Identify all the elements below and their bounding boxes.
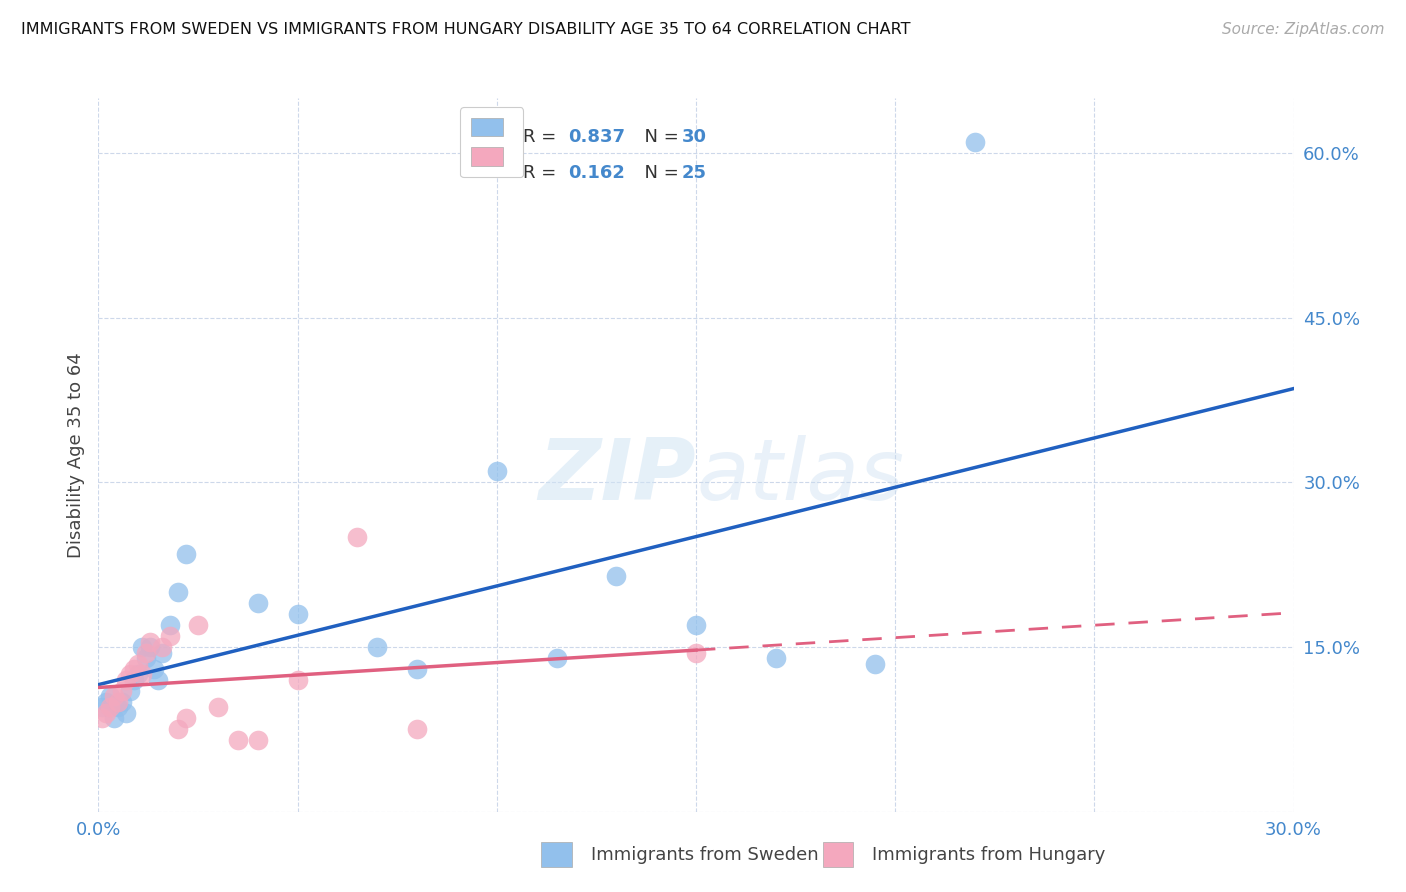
Point — [91, 700, 114, 714]
Point — [103, 690, 125, 704]
Point — [115, 706, 138, 720]
Text: 0.162: 0.162 — [568, 164, 626, 182]
Text: Immigrants from Sweden: Immigrants from Sweden — [591, 846, 818, 863]
Point — [685, 618, 707, 632]
Point — [139, 640, 162, 654]
Y-axis label: Disability Age 35 to 64: Disability Age 35 to 64 — [66, 352, 84, 558]
Point — [131, 640, 153, 654]
Point — [139, 634, 162, 648]
Point — [287, 607, 309, 621]
Point — [174, 547, 197, 561]
Point — [127, 667, 149, 681]
Point — [135, 651, 157, 665]
Text: 0.837: 0.837 — [568, 128, 626, 146]
Point — [111, 695, 134, 709]
Point — [207, 700, 229, 714]
Text: 30: 30 — [682, 128, 707, 146]
Point — [765, 651, 787, 665]
Point — [150, 640, 173, 654]
Point — [150, 646, 173, 660]
Text: N =: N = — [633, 128, 685, 146]
Point — [124, 662, 146, 676]
Point — [115, 673, 138, 687]
Text: R =: R = — [523, 128, 561, 146]
Point — [406, 662, 429, 676]
Point — [98, 700, 122, 714]
Text: N =: N = — [633, 164, 685, 182]
Point — [226, 733, 249, 747]
Point — [96, 706, 118, 720]
Point — [863, 657, 886, 671]
Text: Source: ZipAtlas.com: Source: ZipAtlas.com — [1222, 22, 1385, 37]
Point — [346, 530, 368, 544]
Point — [246, 596, 269, 610]
Point — [167, 723, 190, 737]
Text: 25: 25 — [682, 164, 707, 182]
Point — [546, 651, 568, 665]
Point — [127, 657, 149, 671]
Point — [187, 618, 209, 632]
Point — [174, 711, 197, 725]
Point — [148, 673, 170, 687]
Point — [167, 585, 190, 599]
Point — [605, 568, 627, 582]
Point — [131, 667, 153, 681]
Point — [91, 711, 114, 725]
Point — [96, 695, 118, 709]
Point — [246, 733, 269, 747]
Point — [143, 662, 166, 676]
Legend: , : , — [460, 107, 523, 178]
Point — [406, 723, 429, 737]
Point — [287, 673, 309, 687]
Point — [98, 690, 122, 704]
Text: ZIP: ZIP — [538, 434, 696, 518]
Point — [103, 711, 125, 725]
Point — [485, 464, 508, 478]
Point — [685, 646, 707, 660]
Text: Immigrants from Hungary: Immigrants from Hungary — [872, 846, 1105, 863]
Point — [111, 684, 134, 698]
Text: R =: R = — [523, 164, 561, 182]
Point — [107, 695, 129, 709]
Point — [159, 618, 181, 632]
Point — [124, 673, 146, 687]
Text: IMMIGRANTS FROM SWEDEN VS IMMIGRANTS FROM HUNGARY DISABILITY AGE 35 TO 64 CORREL: IMMIGRANTS FROM SWEDEN VS IMMIGRANTS FRO… — [21, 22, 911, 37]
Point — [107, 700, 129, 714]
Point — [366, 640, 388, 654]
Point — [120, 667, 142, 681]
Point — [963, 135, 986, 149]
Point — [159, 629, 181, 643]
Point — [120, 684, 142, 698]
Text: atlas: atlas — [696, 434, 904, 518]
Point — [135, 646, 157, 660]
